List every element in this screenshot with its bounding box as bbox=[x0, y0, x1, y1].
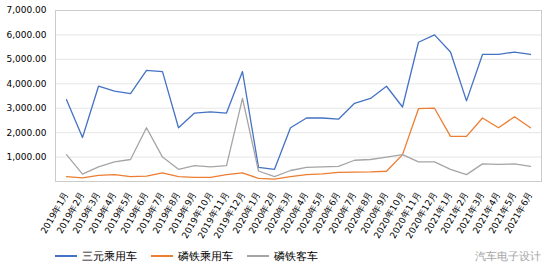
svg-text:2019年6月: 2019年6月 bbox=[118, 189, 151, 236]
svg-text:2020年3月: 2020年3月 bbox=[262, 189, 295, 236]
svg-text:2020年5月: 2020年5月 bbox=[294, 189, 327, 236]
svg-text:5,000.00: 5,000.00 bbox=[6, 54, 46, 64]
svg-text:2019年4月: 2019年4月 bbox=[86, 189, 119, 236]
svg-text:2019年10月: 2019年10月 bbox=[179, 189, 215, 241]
svg-text:2021年1月: 2021年1月 bbox=[422, 189, 455, 236]
svg-text:2021年2月: 2021年2月 bbox=[438, 189, 471, 236]
svg-text:2020年12月: 2020年12月 bbox=[403, 189, 439, 241]
html-text:三元乘用车: 三元乘用车 bbox=[82, 249, 137, 263]
svg-text:2021年3月: 2021年3月 bbox=[454, 189, 487, 236]
html-text:汽车电子设计: 汽车电子设计 bbox=[475, 249, 541, 263]
svg-text:2019年1月: 2019年1月 bbox=[38, 189, 71, 236]
svg-text:6,000.00: 6,000.00 bbox=[6, 30, 46, 40]
svg-text:2019年7月: 2019年7月 bbox=[134, 189, 167, 236]
svg-text:2020年2月: 2020年2月 bbox=[246, 189, 279, 236]
html-text:磷铁客车: 磷铁客车 bbox=[274, 249, 318, 263]
svg-text:2019年2月: 2019年2月 bbox=[54, 189, 87, 236]
svg-text:2020年8月: 2020年8月 bbox=[342, 189, 375, 236]
svg-text:2019年12月: 2019年12月 bbox=[211, 189, 247, 241]
html-text:磷铁乘用车: 磷铁乘用车 bbox=[178, 249, 233, 263]
svg-text:2020年7月: 2020年7月 bbox=[326, 189, 359, 236]
svg-text:4,000.00: 4,000.00 bbox=[6, 79, 46, 89]
svg-text:2,000.00: 2,000.00 bbox=[6, 128, 46, 138]
svg-text:1,000.00: 1,000.00 bbox=[6, 152, 46, 162]
svg-text:2020年9月: 2020年9月 bbox=[358, 189, 391, 236]
svg-text:2020年10月: 2020年10月 bbox=[371, 189, 407, 241]
svg-text:3,000.00: 3,000.00 bbox=[6, 103, 46, 113]
svg-text:2019年3月: 2019年3月 bbox=[70, 189, 103, 236]
svg-text:2019年5月: 2019年5月 bbox=[102, 189, 135, 236]
svg-text:2021年5月: 2021年5月 bbox=[486, 189, 519, 236]
svg-text:2020年11月: 2020年11月 bbox=[387, 189, 423, 241]
svg-text:2019年8月: 2019年8月 bbox=[150, 189, 183, 236]
svg-text:2020年1月: 2020年1月 bbox=[230, 189, 263, 236]
svg-text:2019年11月: 2019年11月 bbox=[195, 189, 231, 241]
svg-text:7,000.00: 7,000.00 bbox=[6, 5, 46, 15]
svg-text:2020年4月: 2020年4月 bbox=[278, 189, 311, 236]
svg-text:2019年9月: 2019年9月 bbox=[166, 189, 199, 236]
svg-text:2021年4月: 2021年4月 bbox=[470, 189, 503, 236]
svg-text:2021年6月: 2021年6月 bbox=[503, 190, 535, 235]
svg-text:2020年6月: 2020年6月 bbox=[310, 189, 343, 236]
